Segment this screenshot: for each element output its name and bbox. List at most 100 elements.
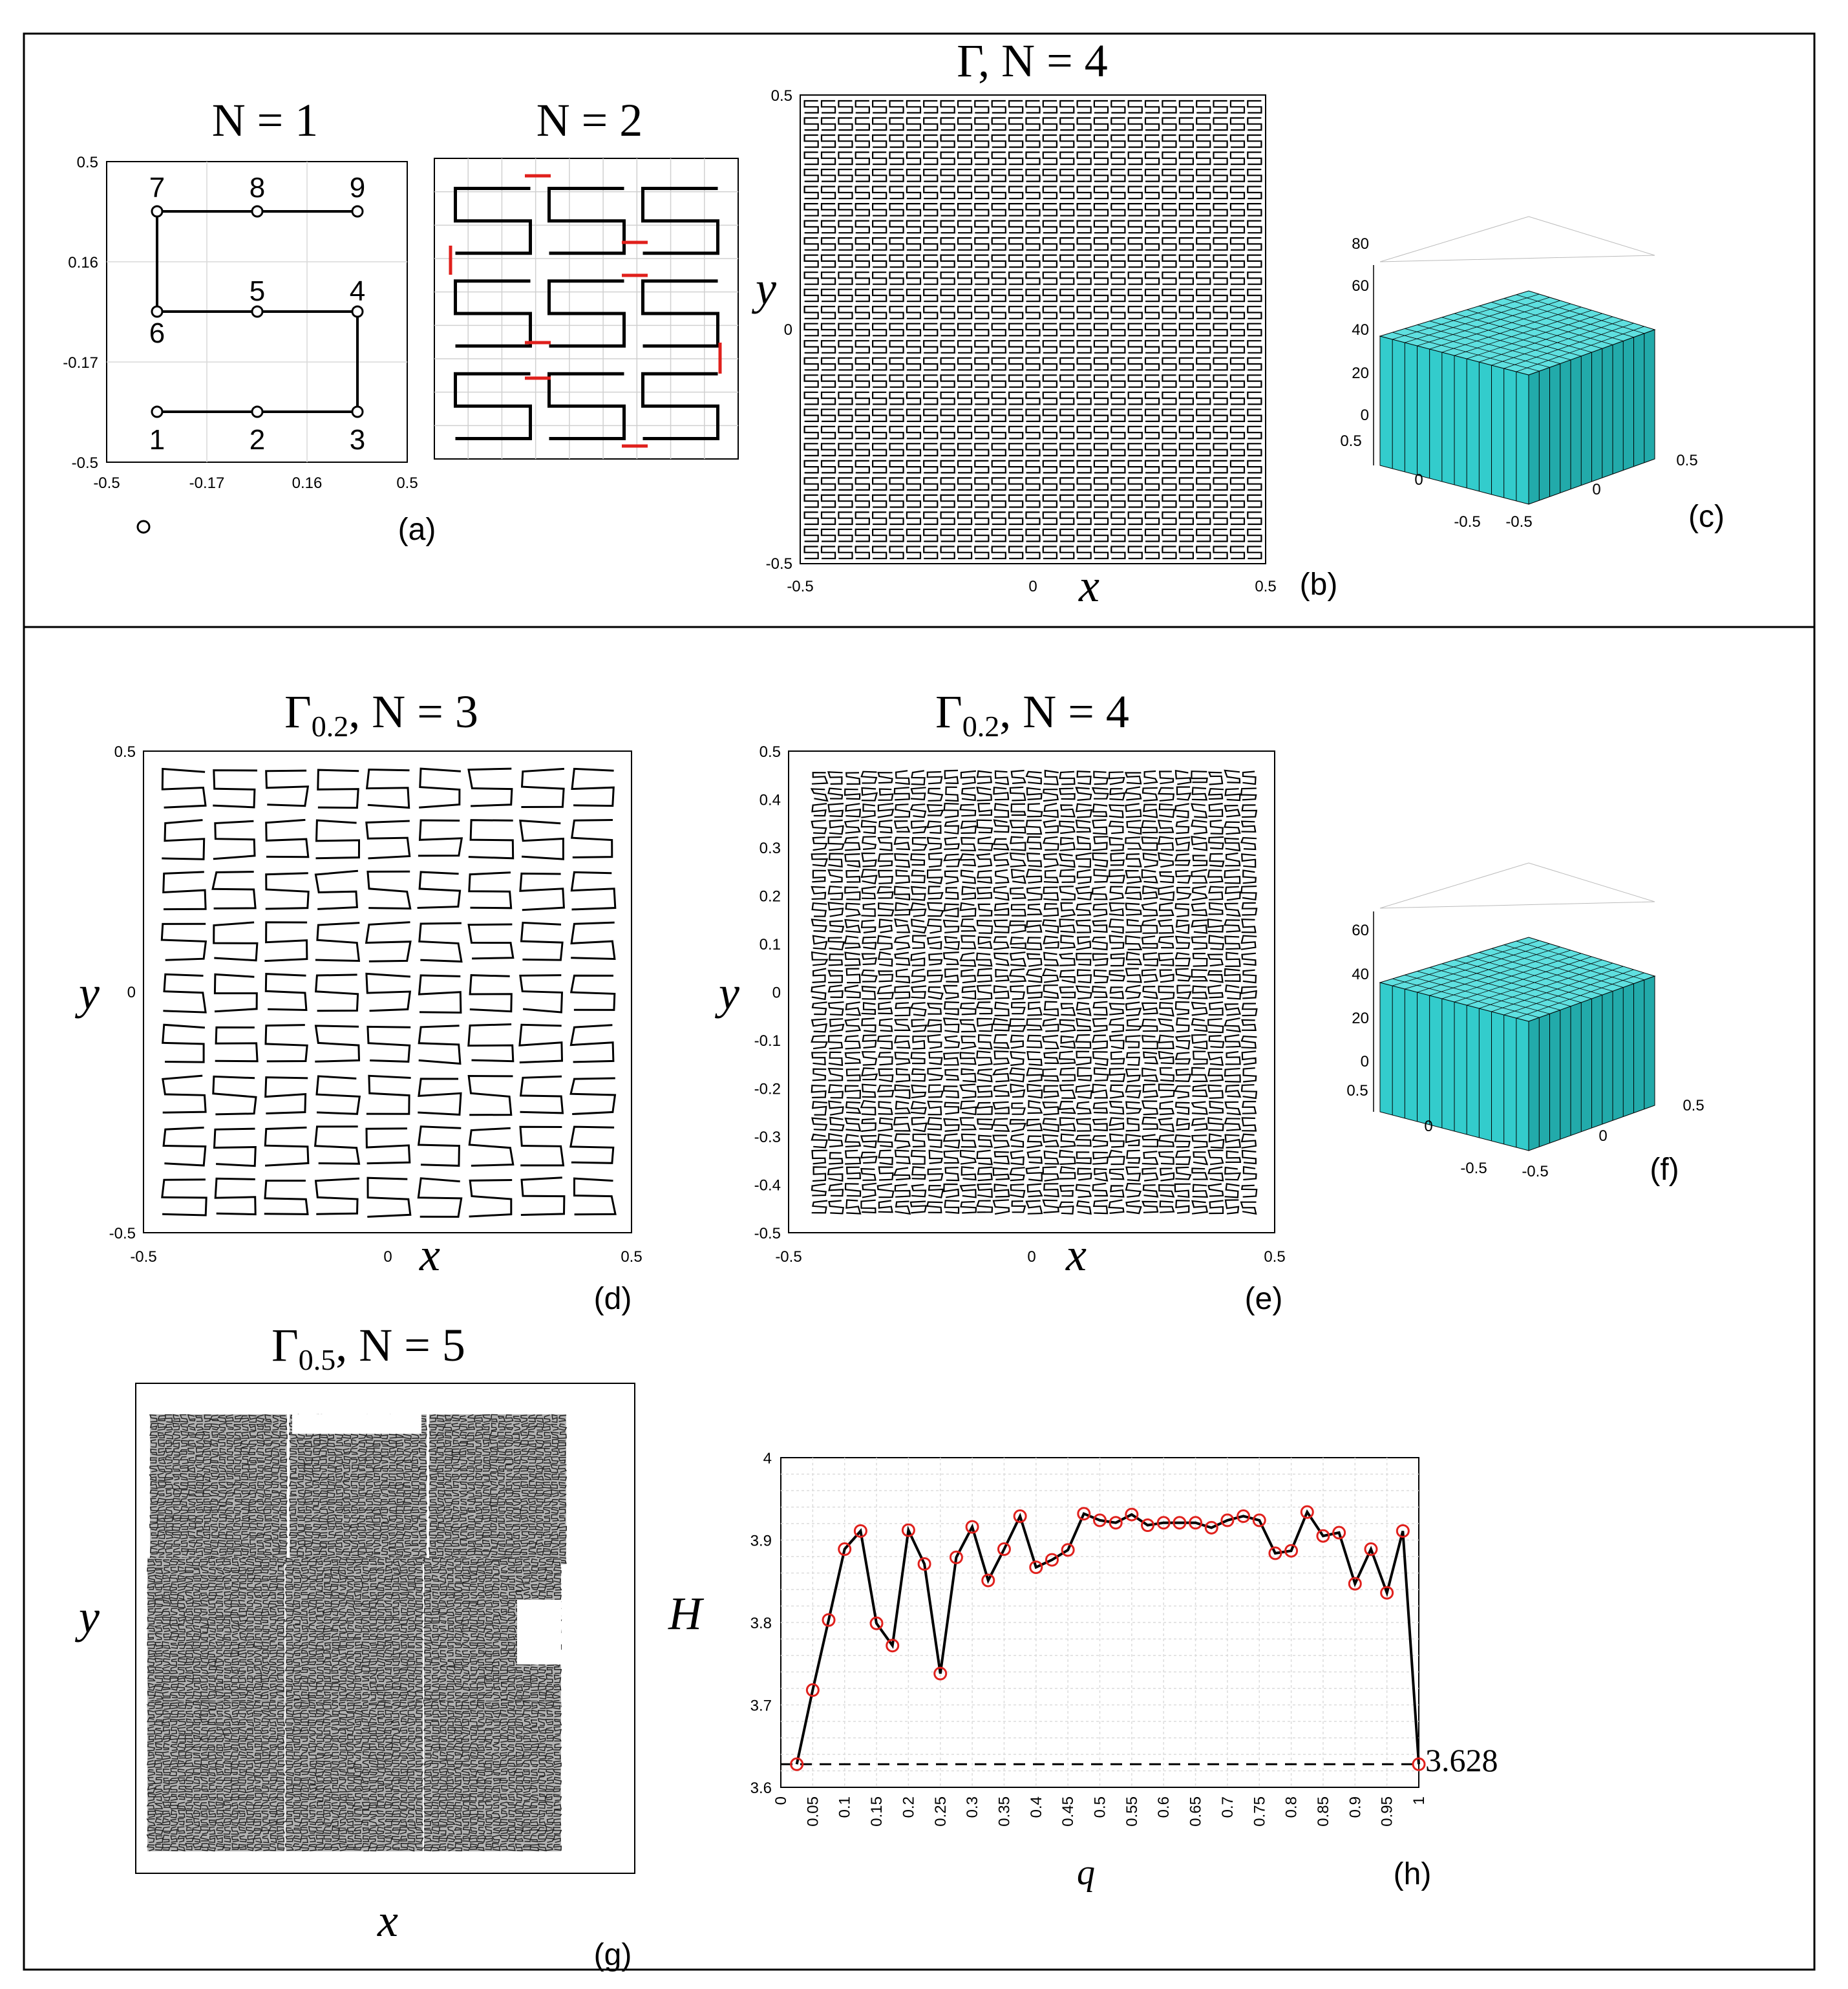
- panel-h-point-29: [1252, 1513, 1266, 1527]
- panel-g-label: (g): [594, 1938, 632, 1972]
- panel-h-point-17: [1061, 1543, 1075, 1557]
- svg-text:-0.17: -0.17: [63, 354, 98, 372]
- panel-d-curve: [160, 767, 617, 1218]
- svg-text:-0.5: -0.5: [1505, 513, 1532, 531]
- panel-h-xticks: 0 0.05 0.1 0.15 0.2 0.25 0.3 0.35 0.4 0.45 0.5 0.55…: [772, 1796, 1428, 1827]
- panel-a-title: N = 1: [212, 94, 319, 146]
- svg-text:0: 0: [1424, 1118, 1432, 1135]
- svg-text:6: 6: [149, 317, 165, 349]
- svg-text:60: 60: [1352, 277, 1369, 295]
- panel-f-box: [1373, 862, 1656, 1151]
- panel-h-point-6: [886, 1639, 900, 1653]
- panel-h-point-28: [1237, 1509, 1251, 1524]
- svg-text:-0.2: -0.2: [754, 1081, 781, 1098]
- panel-d-ylabel: y: [74, 967, 100, 1019]
- panel-h-point-16: [1045, 1553, 1059, 1567]
- panel-h-xtick-0.15: 0.15: [868, 1796, 886, 1827]
- panel-h-xtick-0.25: 0.25: [932, 1796, 950, 1827]
- panel-h-point-27: [1220, 1513, 1235, 1527]
- panel-c-zticks: 80 60 40 20 0: [1352, 235, 1369, 424]
- panel-b-title: Γ, N = 4: [957, 35, 1108, 87]
- svg-text:0: 0: [1414, 471, 1423, 489]
- panel-h-point-30: [1268, 1546, 1282, 1560]
- panel-d-xlabel: x: [419, 1229, 440, 1281]
- svg-text:0: 0: [383, 1248, 392, 1266]
- svg-text:0: 0: [1598, 1127, 1607, 1145]
- panel-d: Γ0.2, N = 3 0.5 0 -0.5 -0.5 0 0.5 x y (d…: [74, 686, 643, 1316]
- svg-text:1: 1: [149, 424, 165, 456]
- svg-text:0.4: 0.4: [759, 792, 781, 809]
- panel-b: Γ, N = 4 0.5 0 -0.5 -0.5 0 0.5 x y (b): [751, 35, 1337, 612]
- panel-h-ytick-4: 4: [763, 1450, 772, 1467]
- panel-h-ytick-3.7: 3.7: [750, 1697, 772, 1715]
- panel-h-ylabel: H: [668, 1588, 705, 1639]
- panel-h-point-7: [901, 1523, 915, 1537]
- panel-b-xlabel: x: [1078, 560, 1099, 612]
- panel-e-yticks: 0.5 0.4 0.3 0.2 0.1 0 -0.1 -0.2 -0.3 -0.4 -0.5: [754, 743, 781, 1242]
- panel-h-point-37: [1380, 1586, 1394, 1600]
- panel-h-xtick-0.95: 0.95: [1379, 1796, 1396, 1827]
- panel-h-ytick-3.8: 3.8: [750, 1615, 772, 1632]
- svg-text:-0.5: -0.5: [1522, 1163, 1548, 1180]
- panel-a-axes: [106, 161, 408, 463]
- panel-h-ytick-3.9: 3.9: [750, 1533, 772, 1550]
- svg-text:0: 0: [784, 321, 792, 339]
- panel-f-zticks: 60 40 20 0: [1352, 922, 1369, 1070]
- svg-text:0: 0: [1028, 578, 1037, 595]
- panel-h-point-18: [1077, 1507, 1091, 1521]
- panel-h-xtick-0.4: 0.4: [1028, 1796, 1045, 1818]
- panel-b-ylabel: y: [751, 262, 776, 314]
- panel-h-point-3: [838, 1542, 852, 1557]
- panel-h-xtick-0.35: 0.35: [995, 1796, 1013, 1827]
- panel-h-point-12: [981, 1573, 995, 1588]
- panel-h-point-15: [1029, 1560, 1043, 1575]
- panel-g-title: Γ0.5, N = 5: [271, 1319, 465, 1376]
- svg-text:0.16: 0.16: [68, 254, 98, 271]
- svg-text:0: 0: [1361, 407, 1369, 424]
- panel-e-ylabel: y: [714, 967, 739, 1019]
- panel-a-legend-marker: [136, 520, 151, 534]
- panel-a2-axes: [434, 158, 739, 460]
- svg-text:0.5: 0.5: [77, 154, 98, 171]
- panel-h-grid: [781, 1458, 1419, 1787]
- svg-text:-0.5: -0.5: [93, 474, 120, 492]
- panel-e-curve: [810, 769, 1258, 1215]
- panel-h-xtick-0.7: 0.7: [1219, 1796, 1237, 1818]
- panel-h-xlabel: q: [1077, 1853, 1095, 1893]
- panel-h-xtick-0.75: 0.75: [1251, 1796, 1268, 1827]
- svg-text:9: 9: [350, 172, 365, 204]
- panel-h-point-13: [997, 1542, 1011, 1557]
- panel-g: Γ0.5, N = 5 x y (g): [74, 1319, 635, 1972]
- panel-h-point-31: [1284, 1544, 1299, 1558]
- svg-text:0: 0: [1361, 1053, 1369, 1070]
- panel-h-point-25: [1189, 1516, 1203, 1530]
- panel-a-yticks: 0.5 0.16 -0.17 -0.5: [63, 154, 98, 472]
- panel-c-label: (c): [1688, 500, 1725, 534]
- panel-e-axes: [788, 750, 1275, 1233]
- panel-h-point-26: [1204, 1520, 1218, 1535]
- panel-h-point-9: [933, 1666, 948, 1681]
- panel-h-point-14: [1013, 1509, 1027, 1524]
- panel-h-xtick-0.6: 0.6: [1155, 1796, 1173, 1818]
- svg-text:0: 0: [1027, 1248, 1036, 1266]
- panel-a-xticks: -0.5 -0.17 0.16 0.5: [93, 474, 418, 492]
- svg-text:0.5: 0.5: [1340, 432, 1361, 450]
- panel-h-yticks: 4 3.9 3.8 3.7 3.6: [750, 1450, 772, 1797]
- panel-h-point-35: [1348, 1577, 1362, 1591]
- panel-d-axes: [143, 750, 632, 1233]
- panel-e-label: (e): [1245, 1282, 1283, 1316]
- svg-text:40: 40: [1352, 966, 1369, 983]
- svg-text:0.2: 0.2: [759, 888, 781, 906]
- svg-text:-0.3: -0.3: [754, 1129, 781, 1146]
- panel-h-point-24: [1173, 1516, 1187, 1530]
- panel-h-xtick-0.55: 0.55: [1123, 1796, 1141, 1827]
- panel-a2: N = 2: [434, 94, 739, 460]
- panel-h-ytick-3.6: 3.6: [750, 1780, 772, 1797]
- svg-text:0.1: 0.1: [759, 936, 781, 953]
- panel-d-label: (d): [594, 1282, 632, 1316]
- panel-h-point-34: [1332, 1526, 1346, 1540]
- svg-text:0.16: 0.16: [292, 474, 323, 492]
- svg-text:-0.4: -0.4: [754, 1177, 781, 1195]
- panel-g-curve: [146, 1414, 568, 1852]
- panel-a-vertices: [151, 205, 364, 418]
